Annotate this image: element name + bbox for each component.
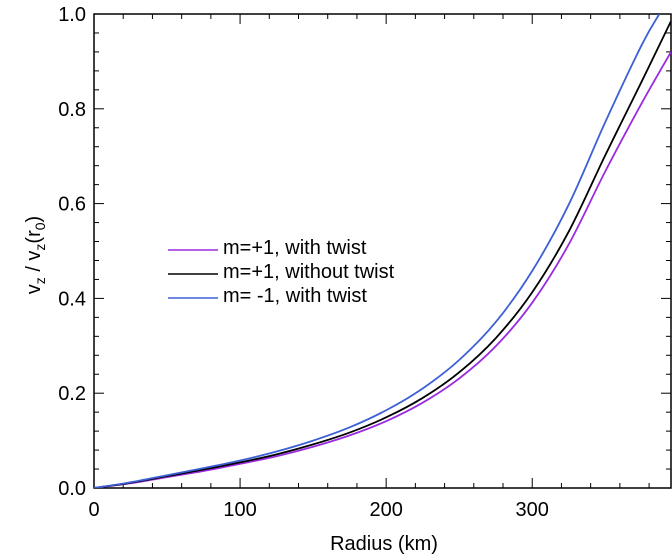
x-tick-label: 100 [223, 499, 256, 521]
y-axis-title-subscript: z [32, 277, 48, 284]
plot-frame [93, 13, 672, 489]
x-tick-label: 0 [88, 499, 99, 521]
x-tick-label: 200 [369, 499, 402, 521]
y-axis-title-part: ) [23, 216, 45, 223]
y-tick-label: 0.0 [58, 478, 86, 500]
legend-label: m=+1, without twist [223, 261, 395, 283]
y-tick-label: 0.8 [58, 99, 86, 121]
plot-border [93, 13, 672, 489]
y-tick-label: 0.6 [58, 194, 86, 216]
legend-label: m= -1, with twist [223, 285, 367, 307]
series-lines [94, 14, 671, 488]
y-axis-title-part: / v [23, 251, 45, 278]
y-axis-title-subscript: z [32, 244, 48, 251]
y-axis-title-subscript: 0 [32, 222, 48, 230]
y-tick-label: 0.4 [58, 288, 86, 310]
y-axis-ticks: 0.0 0.2 0.4 0.6 0.8 1.0 [58, 4, 671, 500]
y-axis-title-part: v [23, 284, 45, 294]
x-axis-title: Radius (km) [330, 533, 438, 555]
series-line-2 [94, 20, 671, 488]
y-axis-title: vz / vz(r0) [23, 216, 48, 294]
y-tick-label: 0.2 [58, 383, 86, 405]
y-axis-title-part: (r [23, 230, 45, 244]
x-axis-ticks: 0 100 200 300 [88, 14, 650, 521]
series-line-3 [94, 14, 661, 488]
series-line-1 [94, 51, 671, 488]
y-tick-label: 1.0 [58, 4, 86, 26]
x-tick-label: 300 [516, 499, 549, 521]
legend-label: m=+1, with twist [223, 237, 367, 259]
